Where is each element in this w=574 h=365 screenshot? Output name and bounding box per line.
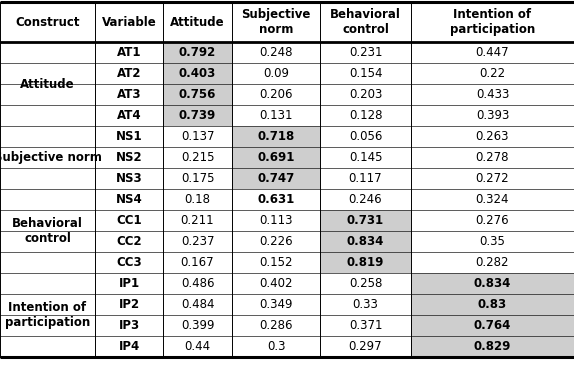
Text: 0.145: 0.145	[349, 151, 382, 164]
Text: Subjective norm: Subjective norm	[0, 151, 102, 164]
Text: AT3: AT3	[117, 88, 141, 101]
Text: 0.231: 0.231	[349, 46, 382, 59]
Bar	[232, 168, 320, 189]
Text: AT1: AT1	[117, 46, 141, 59]
Bar	[232, 126, 320, 147]
Text: NS4: NS4	[115, 193, 142, 206]
Text: 0.113: 0.113	[259, 214, 293, 227]
Text: 0.117: 0.117	[348, 172, 382, 185]
Text: IP3: IP3	[118, 319, 139, 332]
Text: 0.154: 0.154	[349, 67, 382, 80]
Text: AT4: AT4	[117, 109, 141, 122]
Text: 0.792: 0.792	[179, 46, 216, 59]
Text: 0.282: 0.282	[476, 256, 509, 269]
Text: 0.718: 0.718	[257, 130, 294, 143]
Text: 0.137: 0.137	[181, 130, 214, 143]
Text: Construct: Construct	[15, 15, 80, 28]
Text: 0.248: 0.248	[259, 46, 293, 59]
Text: 0.056: 0.056	[349, 130, 382, 143]
Text: 0.829: 0.829	[474, 340, 511, 353]
Text: 0.631: 0.631	[257, 193, 294, 206]
Text: 0.3: 0.3	[267, 340, 285, 353]
Text: 0.349: 0.349	[259, 298, 293, 311]
Text: 0.747: 0.747	[257, 172, 294, 185]
Text: CC2: CC2	[116, 235, 142, 248]
Bar	[411, 273, 574, 294]
Text: 0.83: 0.83	[478, 298, 507, 311]
Text: Attitude: Attitude	[170, 15, 225, 28]
Text: Subjective
norm: Subjective norm	[241, 8, 311, 36]
Text: 0.263: 0.263	[476, 130, 509, 143]
Text: 0.22: 0.22	[479, 67, 506, 80]
Text: 0.203: 0.203	[349, 88, 382, 101]
Bar	[320, 210, 411, 231]
Text: 0.215: 0.215	[181, 151, 214, 164]
Text: 0.739: 0.739	[179, 109, 216, 122]
Text: 0.276: 0.276	[476, 214, 509, 227]
Text: 0.237: 0.237	[181, 235, 214, 248]
Text: 0.33: 0.33	[352, 298, 378, 311]
Text: 0.756: 0.756	[179, 88, 216, 101]
Text: Intention of
participation: Intention of participation	[5, 301, 90, 329]
Text: 0.152: 0.152	[259, 256, 293, 269]
Text: 0.819: 0.819	[347, 256, 384, 269]
Text: CC1: CC1	[116, 214, 142, 227]
Text: IP2: IP2	[118, 298, 139, 311]
Text: 0.128: 0.128	[349, 109, 382, 122]
Text: Intention of
participation: Intention of participation	[450, 8, 535, 36]
Text: NS1: NS1	[116, 130, 142, 143]
Bar	[411, 294, 574, 315]
Text: 0.272: 0.272	[476, 172, 509, 185]
Bar	[411, 315, 574, 336]
Bar	[163, 84, 232, 105]
Bar	[320, 252, 411, 273]
Text: 0.258: 0.258	[349, 277, 382, 290]
Bar	[411, 336, 574, 357]
Text: Behavioral
control: Behavioral control	[330, 8, 401, 36]
Text: 0.731: 0.731	[347, 214, 384, 227]
Text: 0.486: 0.486	[181, 277, 214, 290]
Text: 0.09: 0.09	[263, 67, 289, 80]
Text: 0.371: 0.371	[349, 319, 382, 332]
Text: IP1: IP1	[118, 277, 139, 290]
Text: 0.297: 0.297	[348, 340, 382, 353]
Text: 0.834: 0.834	[474, 277, 511, 290]
Text: 0.324: 0.324	[476, 193, 509, 206]
Text: 0.393: 0.393	[476, 109, 509, 122]
Text: 0.402: 0.402	[259, 277, 293, 290]
Text: Behavioral
control: Behavioral control	[12, 217, 83, 245]
Text: 0.131: 0.131	[259, 109, 293, 122]
Text: 0.834: 0.834	[347, 235, 384, 248]
Text: 0.175: 0.175	[181, 172, 214, 185]
Text: 0.484: 0.484	[181, 298, 214, 311]
Text: NS3: NS3	[116, 172, 142, 185]
Text: 0.35: 0.35	[479, 235, 506, 248]
Bar	[320, 231, 411, 252]
Text: Attitude: Attitude	[20, 77, 75, 91]
Text: CC3: CC3	[116, 256, 142, 269]
Text: NS2: NS2	[116, 151, 142, 164]
Text: Variable: Variable	[102, 15, 156, 28]
Text: 0.278: 0.278	[476, 151, 509, 164]
Text: 0.399: 0.399	[181, 319, 214, 332]
Text: 0.206: 0.206	[259, 88, 293, 101]
Text: AT2: AT2	[117, 67, 141, 80]
Text: 0.691: 0.691	[257, 151, 294, 164]
Text: 0.447: 0.447	[476, 46, 509, 59]
Bar	[232, 147, 320, 168]
Text: 0.44: 0.44	[184, 340, 211, 353]
Bar	[163, 105, 232, 126]
Text: 0.433: 0.433	[476, 88, 509, 101]
Text: 0.226: 0.226	[259, 235, 293, 248]
Bar	[163, 42, 232, 63]
Bar	[163, 63, 232, 84]
Text: 0.211: 0.211	[181, 214, 214, 227]
Text: 0.403: 0.403	[179, 67, 216, 80]
Text: 0.18: 0.18	[184, 193, 211, 206]
Text: 0.246: 0.246	[348, 193, 382, 206]
Text: IP4: IP4	[118, 340, 139, 353]
Text: 0.167: 0.167	[181, 256, 214, 269]
Text: 0.286: 0.286	[259, 319, 293, 332]
Text: 0.764: 0.764	[474, 319, 511, 332]
